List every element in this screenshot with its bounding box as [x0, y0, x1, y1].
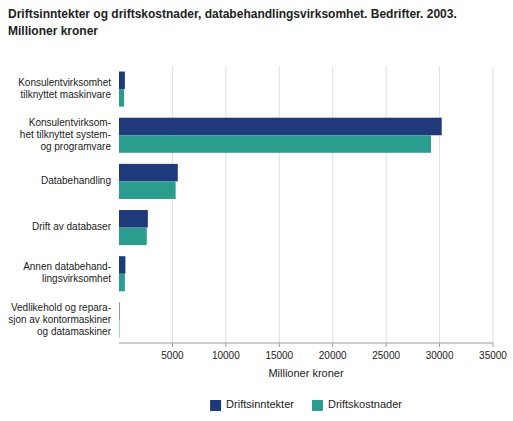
category-label: Vedlikehold og repara-sjon av kontormask…	[8, 302, 111, 337]
grid-line	[332, 66, 333, 343]
x-axis-label: Millioner kroner	[268, 367, 344, 379]
grid-line	[493, 66, 494, 343]
legend-label: Driftsinntekter	[226, 398, 294, 410]
series-bars	[119, 72, 442, 320]
category-label-line: lingsvirksomhet	[42, 273, 111, 284]
legend: Driftsinntekter Driftskostnader	[210, 398, 402, 411]
legend-swatch	[210, 400, 221, 411]
x-tick-label: 20000	[319, 350, 347, 361]
category-label: Konsulentvirksom-het tilknyttet system-o…	[20, 117, 112, 152]
bar	[119, 164, 178, 182]
grid	[172, 66, 493, 343]
bar	[119, 89, 124, 107]
title: Driftsinntekter og driftskostnader, data…	[8, 7, 457, 21]
x-tick-label: 10000	[212, 350, 240, 361]
chart-svg: Driftsinntekter og driftskostnader, data…	[0, 0, 513, 421]
grid-line	[225, 66, 226, 343]
grid-line	[439, 66, 440, 343]
x-tick	[332, 343, 333, 347]
x-tick-label: 30000	[426, 350, 454, 361]
bar	[119, 135, 431, 153]
legend-swatch	[312, 400, 323, 411]
category-label-line: het tilknyttet system-	[20, 129, 111, 140]
x-tick	[386, 343, 387, 347]
x-tick	[225, 343, 226, 347]
x-tick-label: 35000	[479, 350, 507, 361]
bar	[119, 210, 148, 228]
bar	[119, 274, 125, 292]
bars	[119, 72, 442, 338]
bar	[119, 181, 176, 199]
bar	[119, 72, 125, 90]
category-label-line: og programvare	[40, 141, 111, 152]
x-tick	[279, 343, 280, 347]
category-label-line: Annen databehand-	[23, 261, 111, 272]
grid-line	[386, 66, 387, 343]
category-label: Konsulentvirksomhettilknyttet maskinvare	[18, 77, 111, 100]
subtitle: Millioner kroner	[8, 24, 98, 38]
category-label-line: Databehandling	[41, 175, 111, 186]
chart-container: Driftsinntekter og driftskostnader, data…	[0, 0, 513, 421]
legend-label: Driftskostnader	[328, 398, 402, 410]
x-tick	[439, 343, 440, 347]
x-tick-label: 5000	[161, 350, 184, 361]
x-tick	[493, 343, 494, 347]
category-label-line: sjon av kontormaskiner	[8, 314, 111, 325]
x-axis-line	[119, 343, 493, 344]
x-tick-label: 25000	[372, 350, 400, 361]
category-label-line: tilknyttet maskinvare	[20, 89, 111, 100]
bar	[119, 118, 442, 136]
x-tick	[172, 343, 173, 347]
bar	[119, 320, 120, 338]
category-label-line: Konsulentvirksomhet	[18, 77, 111, 88]
legend-item: Driftskostnader	[312, 398, 402, 411]
category-label: Drift av databaser	[32, 221, 112, 232]
x-ticks: 5000 10000 15000 20000 25000 30000 35000	[161, 343, 507, 361]
bar	[119, 228, 147, 246]
category-label-line: Konsulentvirksom-	[29, 117, 111, 128]
grid-line	[172, 66, 173, 343]
category-label-line: og datamaskiner	[37, 326, 112, 337]
category-label-line: Vedlikehold og repara-	[11, 302, 111, 313]
series-bars	[119, 89, 431, 337]
x-tick-label: 15000	[265, 350, 293, 361]
bar	[119, 256, 125, 274]
category-labels: Konsulentvirksomhettilknyttet maskinvare…	[8, 77, 111, 337]
category-label: Annen databehand-lingsvirksomhet	[23, 261, 111, 284]
category-label: Databehandling	[41, 175, 111, 186]
legend-item: Driftsinntekter	[210, 398, 294, 411]
category-label-line: Drift av databaser	[32, 221, 112, 232]
bar	[119, 302, 120, 320]
grid-line	[279, 66, 280, 343]
